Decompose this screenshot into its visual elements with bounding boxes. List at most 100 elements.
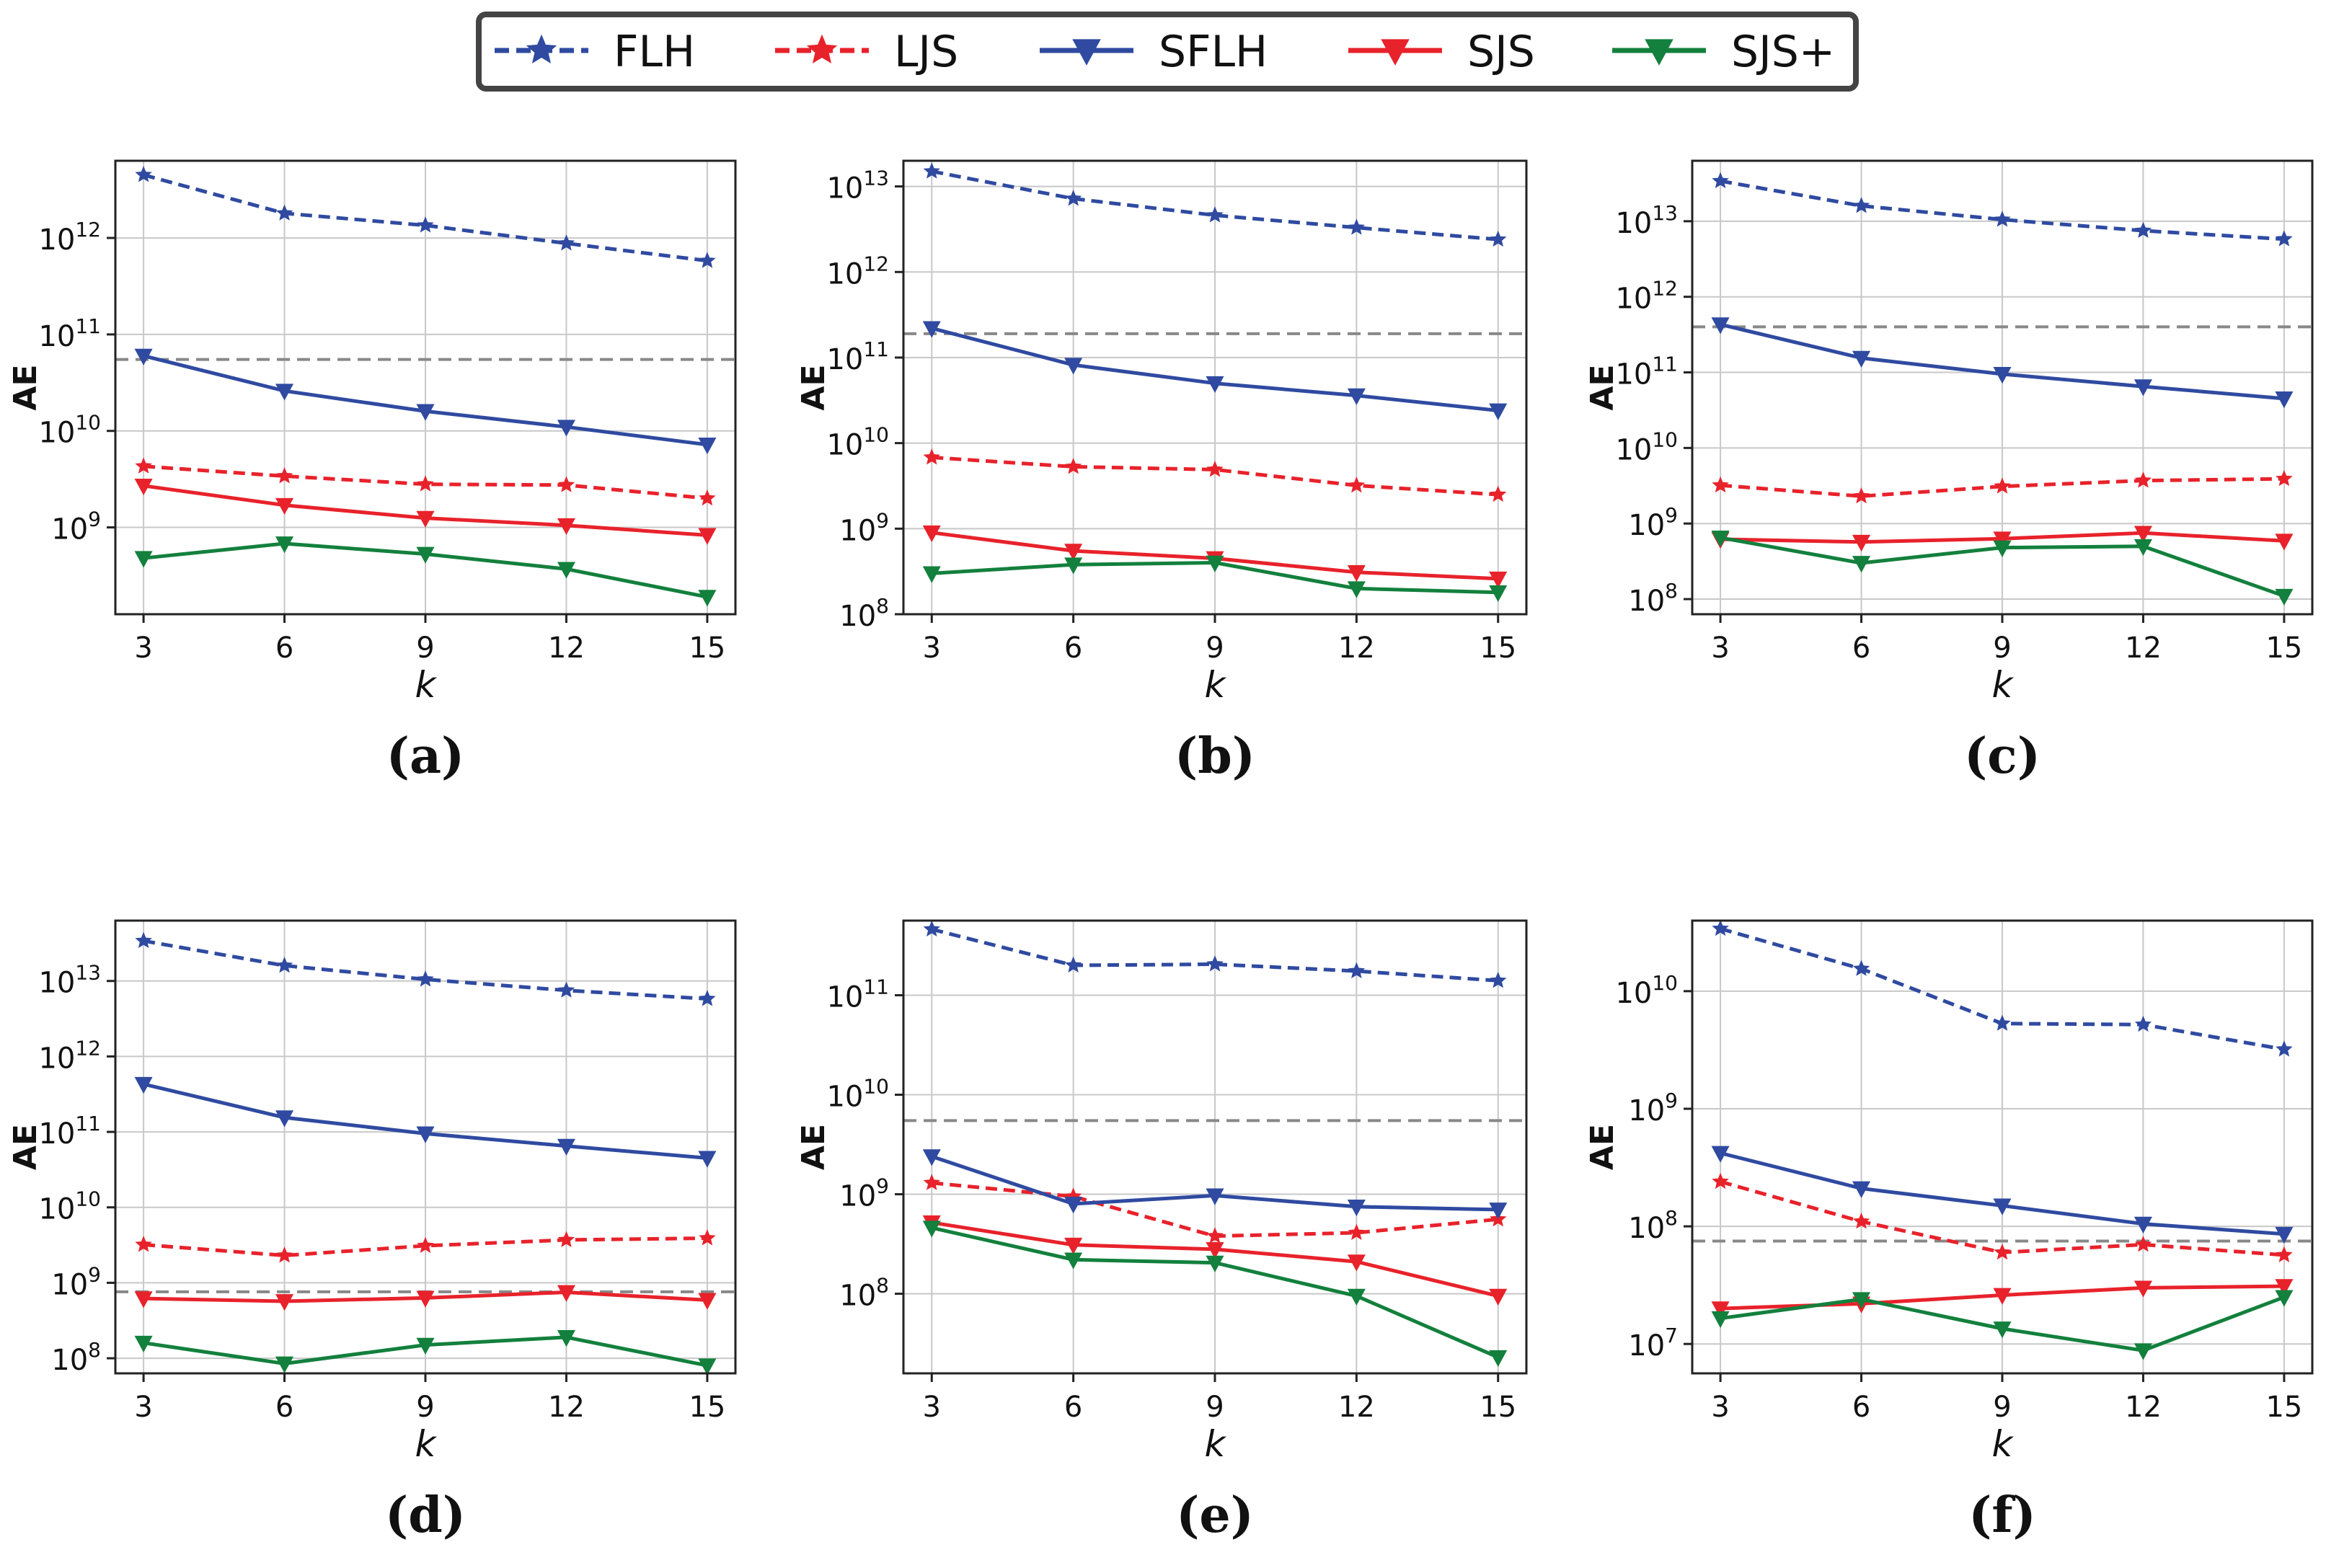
data-point <box>1347 388 1366 405</box>
data-point <box>1064 557 1083 575</box>
x-axis-label: k <box>415 1423 438 1465</box>
series-line <box>143 173 708 263</box>
x-tick-label: 9 <box>416 1391 434 1424</box>
data-point <box>699 489 716 506</box>
data-point <box>135 457 152 474</box>
series-sjs-plus <box>922 1221 1508 1368</box>
y-axis-label: AE <box>7 1124 44 1170</box>
data-point <box>1206 1227 1224 1244</box>
data-point <box>698 1358 717 1376</box>
data-point <box>275 497 294 515</box>
x-tick-label: 15 <box>689 1391 725 1424</box>
y-tick-label: 1012 <box>1615 277 1678 316</box>
y-tick-label: 1011 <box>38 1112 101 1151</box>
y-tick-label: 1010 <box>1615 428 1678 466</box>
y-tick-label: 109 <box>839 508 889 547</box>
series-flh <box>1712 919 2293 1057</box>
series-line <box>931 927 1498 983</box>
data-point <box>1994 1243 2011 1260</box>
y-axis-label: AE <box>7 364 44 410</box>
data-point <box>275 1246 293 1263</box>
x-tick-label: 6 <box>1064 632 1082 665</box>
y-tick-label: 1010 <box>826 1075 889 1114</box>
data-point <box>1064 190 1082 206</box>
series-sflh <box>134 1076 717 1168</box>
data-point <box>1206 376 1224 394</box>
legend-marker-triangle-down <box>1645 39 1673 66</box>
x-tick-label: 6 <box>1852 632 1870 665</box>
x-tick-label: 9 <box>1206 1391 1224 1424</box>
data-point <box>1348 218 1366 235</box>
x-axis-label: k <box>1205 664 1227 706</box>
data-point <box>1347 581 1366 598</box>
y-tick-label: 1011 <box>826 975 889 1014</box>
data-point <box>416 546 435 564</box>
data-point <box>275 957 293 973</box>
data-point <box>135 931 152 949</box>
data-point <box>699 252 716 268</box>
x-tick-label: 6 <box>1852 1391 1870 1424</box>
data-point <box>1852 1181 1871 1198</box>
y-tick-label: 109 <box>1628 1089 1678 1128</box>
data-point <box>1489 585 1508 603</box>
data-point <box>1206 1242 1224 1259</box>
data-point <box>417 475 434 492</box>
y-tick-label: 108 <box>1628 579 1678 618</box>
data-point <box>2276 1246 2293 1262</box>
data-point <box>2134 1015 2152 1032</box>
data-point <box>698 528 717 545</box>
series-line <box>1720 477 2284 498</box>
y-tick-label: 1012 <box>38 218 101 257</box>
data-point <box>1347 1254 1366 1272</box>
data-point <box>1064 1252 1083 1270</box>
data-point <box>1852 1292 1871 1309</box>
data-point <box>922 566 941 583</box>
subcaption: (d) <box>385 1487 466 1544</box>
data-point <box>275 467 293 484</box>
data-point <box>275 204 293 221</box>
data-point <box>135 166 152 182</box>
y-tick-label: 1011 <box>1615 353 1678 391</box>
x-axis-label: k <box>1992 1423 2015 1465</box>
data-point <box>557 1231 575 1247</box>
data-point <box>135 1236 152 1252</box>
x-tick-label: 12 <box>548 632 585 665</box>
data-point <box>1712 172 1729 189</box>
data-point <box>557 1330 575 1347</box>
data-point <box>1711 1146 1730 1163</box>
x-tick-label: 6 <box>1064 1391 1082 1424</box>
data-point <box>134 551 153 568</box>
data-point <box>1206 1255 1224 1272</box>
y-tick-label: 109 <box>839 1174 889 1213</box>
data-point <box>1489 1288 1508 1306</box>
series-line <box>143 939 708 1001</box>
data-point <box>2276 1040 2293 1057</box>
x-tick-label: 9 <box>1206 632 1224 665</box>
data-point <box>1993 540 2012 557</box>
data-point <box>1852 534 1871 552</box>
y-tick-label: 1010 <box>826 423 889 462</box>
data-point <box>275 1356 294 1373</box>
data-point <box>2276 230 2293 247</box>
data-point <box>275 536 294 554</box>
chart-panel-c: 3 6 9 12 15 108 109 1010 1011 1012 1013 k AE (c) <box>1584 159 2314 785</box>
x-tick-label: 3 <box>923 1391 941 1424</box>
data-point <box>1489 571 1508 589</box>
data-point <box>1206 1188 1224 1205</box>
data-point <box>698 1151 717 1168</box>
data-point <box>1489 1202 1508 1220</box>
y-tick-label: 1010 <box>38 411 101 450</box>
x-tick-label: 3 <box>134 632 152 665</box>
series-flh <box>923 162 1507 247</box>
data-point <box>417 1236 434 1253</box>
series-sjs <box>134 478 717 545</box>
x-tick-label: 12 <box>2125 1391 2162 1424</box>
data-point <box>1206 555 1224 572</box>
data-point <box>2134 1236 2152 1252</box>
y-axis-label: AE <box>1584 364 1621 410</box>
data-point <box>1852 556 1871 573</box>
y-axis-label: AE <box>795 364 832 410</box>
series-line <box>1720 179 2285 242</box>
legend-entry-sjs: SJS <box>1348 27 1535 77</box>
legend-entry-flh: FLH <box>495 27 695 77</box>
